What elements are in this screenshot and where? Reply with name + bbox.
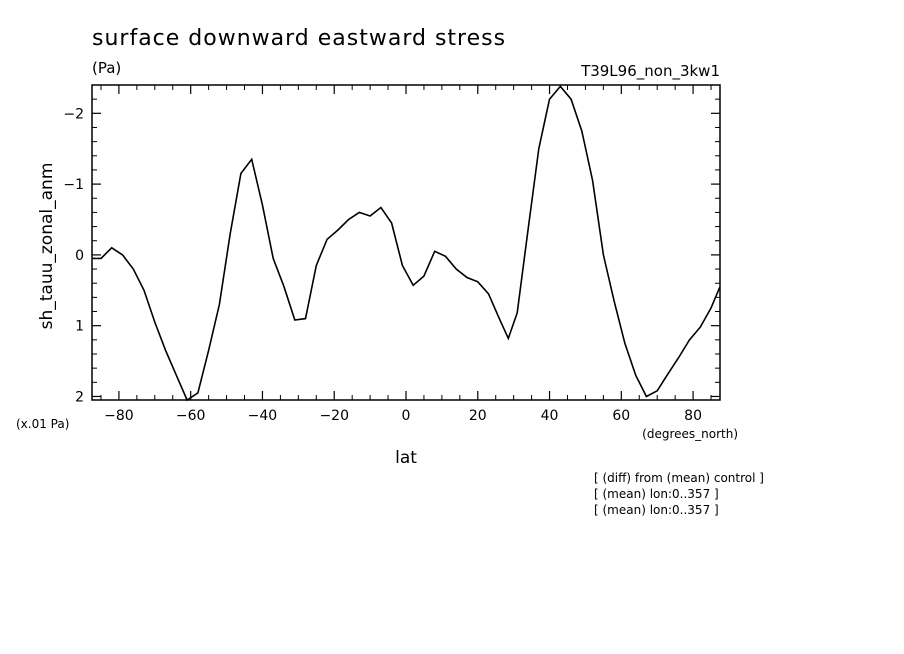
data-point bbox=[175, 374, 177, 376]
y-tick-label: 2 bbox=[75, 389, 84, 405]
data-point bbox=[507, 337, 509, 339]
data-point bbox=[667, 373, 669, 375]
data-point bbox=[326, 238, 328, 240]
data-point bbox=[283, 286, 285, 288]
data-point bbox=[197, 392, 199, 394]
data-point bbox=[455, 268, 457, 270]
data-point bbox=[229, 233, 231, 235]
data-point bbox=[348, 218, 350, 220]
y-tick-label: 0 bbox=[75, 248, 84, 264]
y-axis-label: sh_tauu_zonal_anm bbox=[37, 163, 57, 330]
data-point bbox=[294, 319, 296, 321]
data-point bbox=[91, 257, 93, 259]
data-point bbox=[100, 257, 102, 259]
data-point bbox=[488, 293, 490, 295]
x-axis-label: lat bbox=[395, 448, 417, 468]
data-point bbox=[305, 318, 307, 320]
data-point bbox=[165, 349, 167, 351]
data-point bbox=[645, 395, 647, 397]
data-point bbox=[434, 250, 436, 252]
data-point bbox=[444, 255, 446, 257]
chart-title: surface downward eastward stress bbox=[92, 26, 506, 51]
data-point bbox=[251, 158, 253, 160]
data-point bbox=[391, 222, 393, 224]
data-point bbox=[466, 277, 468, 279]
data-point bbox=[369, 215, 371, 217]
x-tick-label: 60 bbox=[612, 408, 630, 424]
data-point bbox=[527, 229, 529, 231]
data-point bbox=[111, 247, 113, 249]
data-point bbox=[272, 257, 274, 259]
x-tick-labels: −80 −60 −40 −20 0 20 40 60 80 bbox=[104, 408, 702, 424]
x-tick-label: 80 bbox=[684, 408, 702, 424]
data-point bbox=[337, 229, 339, 231]
data-point bbox=[218, 303, 220, 305]
x-tick-label: −20 bbox=[319, 408, 349, 424]
data-point bbox=[154, 321, 156, 323]
data-point bbox=[699, 326, 701, 328]
data-point bbox=[592, 180, 594, 182]
run-label: T39L96_non_3kw1 bbox=[580, 62, 720, 81]
data-point bbox=[358, 211, 360, 213]
data-point bbox=[423, 275, 425, 277]
x-tick-label: 20 bbox=[469, 408, 487, 424]
data-point bbox=[186, 399, 188, 401]
data-point bbox=[710, 307, 712, 309]
data-point bbox=[635, 374, 637, 376]
data-point bbox=[477, 281, 479, 283]
data-point bbox=[613, 300, 615, 302]
axis-ticks bbox=[92, 84, 720, 400]
x-units-label: (degrees_north) bbox=[642, 427, 738, 441]
data-point bbox=[570, 98, 572, 100]
data-point bbox=[380, 206, 382, 208]
series-points bbox=[91, 85, 721, 401]
x-tick-label: −80 bbox=[104, 408, 134, 424]
data-point bbox=[412, 284, 414, 286]
data-point bbox=[602, 254, 604, 256]
data-point bbox=[624, 342, 626, 344]
plot-frame bbox=[91, 84, 721, 401]
footnote-1: [ (diff) from (mean) control ] bbox=[594, 471, 764, 485]
data-point bbox=[208, 349, 210, 351]
data-point bbox=[538, 148, 540, 150]
data-point bbox=[688, 339, 690, 341]
data-point bbox=[401, 265, 403, 267]
x-tick-label: 0 bbox=[402, 408, 411, 424]
data-point bbox=[261, 204, 263, 206]
data-point bbox=[549, 98, 551, 100]
data-point bbox=[516, 312, 518, 314]
y-tick-label: −1 bbox=[63, 177, 84, 193]
y-tick-label: −2 bbox=[63, 106, 84, 122]
x-tick-label: −60 bbox=[176, 408, 206, 424]
y-tick-label: 1 bbox=[75, 319, 84, 335]
data-point bbox=[678, 357, 680, 359]
data-point bbox=[132, 268, 134, 270]
x-tick-label: −40 bbox=[248, 408, 278, 424]
data-point bbox=[719, 286, 721, 288]
y-tick-labels: −2 −1 0 1 2 bbox=[63, 106, 84, 405]
data-point bbox=[315, 265, 317, 267]
data-point bbox=[122, 254, 124, 256]
data-point bbox=[559, 85, 561, 87]
footnote-2: [ (mean) lon:0..357 ] bbox=[594, 487, 719, 501]
data-point bbox=[656, 390, 658, 392]
y-scale-note: (x.01 Pa) bbox=[16, 417, 69, 431]
footnote-3: [ (mean) lon:0..357 ] bbox=[594, 503, 719, 517]
units-label: (Pa) bbox=[92, 59, 121, 77]
series-line bbox=[92, 85, 721, 402]
data-point bbox=[498, 318, 500, 320]
data-point bbox=[240, 172, 242, 174]
x-tick-label: 40 bbox=[541, 408, 559, 424]
data-point bbox=[581, 130, 583, 132]
data-point bbox=[143, 289, 145, 291]
